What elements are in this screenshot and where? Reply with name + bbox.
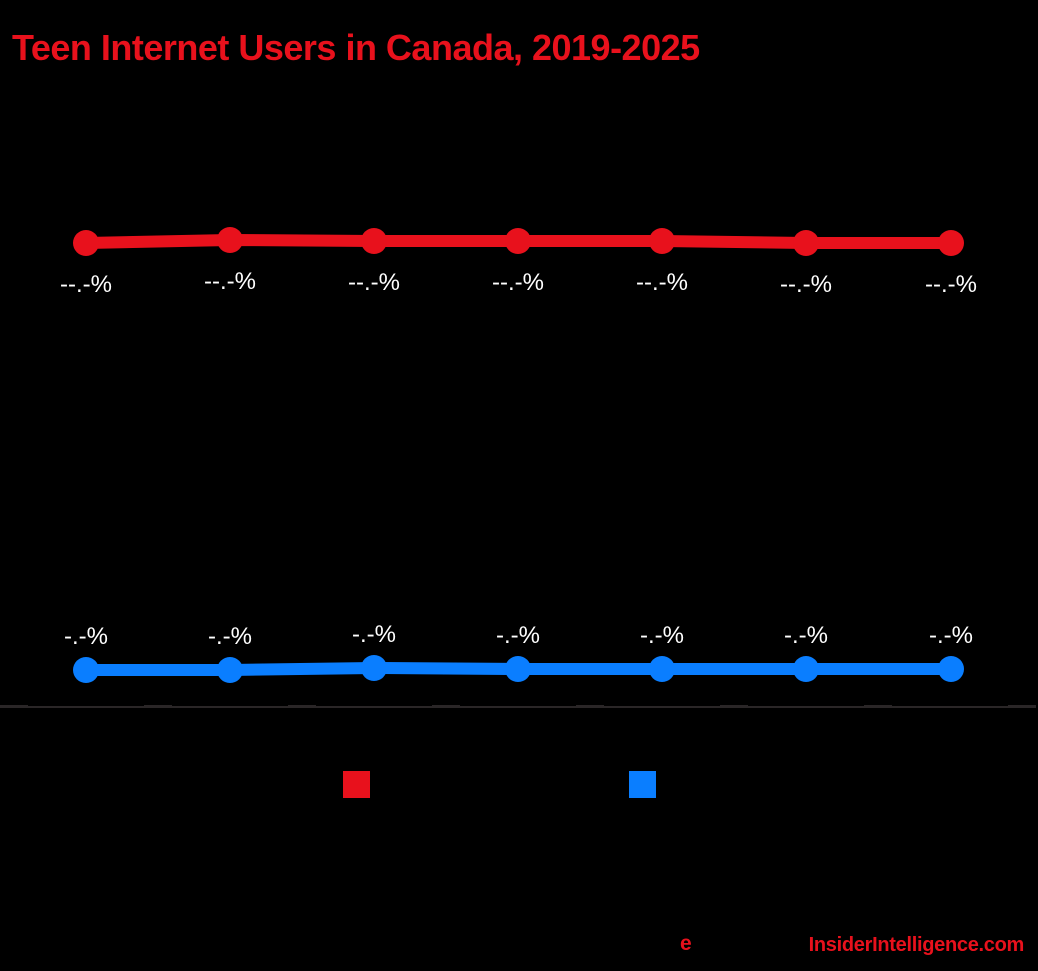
x-axis-tick — [288, 705, 316, 708]
series-2-point — [217, 657, 243, 683]
x-axis-tick — [864, 705, 892, 708]
series-1-point — [361, 228, 387, 254]
x-axis-tick — [144, 705, 172, 708]
series-1-data-label: --.-% — [492, 269, 544, 296]
chart-title: Teen Internet Users in Canada, 2019-2025 — [12, 27, 700, 68]
series-2-data-label: -.-% — [208, 623, 252, 650]
series-1-point — [217, 227, 243, 253]
series-1-data-label: --.-% — [636, 269, 688, 296]
series-2-data-label: -.-% — [496, 622, 540, 649]
series-1-point — [649, 228, 675, 254]
series-2-data-label: -.-% — [784, 622, 828, 649]
series-2-point — [793, 656, 819, 682]
series-1-point — [73, 230, 99, 256]
x-axis-tick — [432, 705, 460, 708]
x-axis-tick — [0, 705, 28, 708]
series-2-point — [361, 655, 387, 681]
insider-intelligence-link[interactable]: InsiderIntelligence.com — [808, 934, 1025, 956]
series-2-point — [505, 656, 531, 682]
series-2-point — [938, 656, 964, 682]
series-2-point — [649, 656, 675, 682]
x-axis-tick — [720, 705, 748, 708]
series-1-data-label: --.-% — [60, 271, 112, 298]
series-1-point — [793, 230, 819, 256]
series-2-point — [73, 657, 99, 683]
series-1-data-label: --.-% — [925, 271, 977, 298]
series-2-data-label: -.-% — [640, 622, 684, 649]
x-axis-tick — [1008, 705, 1036, 708]
series-1-data-label: --.-% — [204, 268, 256, 295]
data-labels: --.-% --.-% --.-% --.-% --.-% --.-% --.-% -.-% -… — [60, 268, 977, 650]
x-axis — [0, 705, 1036, 708]
series-2-data-label: -.-% — [352, 621, 396, 648]
series-1-point — [938, 230, 964, 256]
series-layer — [73, 227, 964, 683]
legend-swatch-series-1 — [343, 771, 370, 798]
x-axis-tick — [576, 705, 604, 708]
emarketer-logo-icon: e — [680, 932, 692, 955]
series-2-data-label: -.-% — [64, 623, 108, 650]
legend-swatch-series-2 — [629, 771, 656, 798]
series-1-data-label: --.-% — [780, 271, 832, 298]
series-1-point — [505, 228, 531, 254]
series-1-data-label: --.-% — [348, 269, 400, 296]
series-2-data-label: -.-% — [929, 622, 973, 649]
